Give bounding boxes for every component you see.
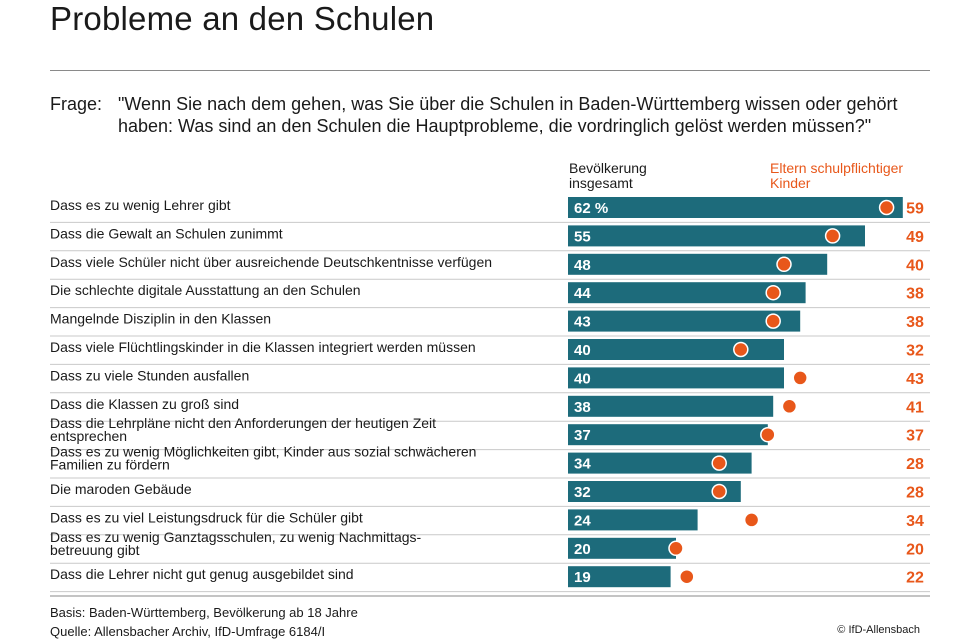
category-label-line: Dass die Lehrpläne nicht den Anforderung… bbox=[50, 415, 436, 431]
population-value-label: 37 bbox=[574, 427, 591, 444]
parents-dot bbox=[679, 568, 695, 585]
parents-value-label: 34 bbox=[906, 513, 924, 530]
population-value-label: 40 bbox=[574, 342, 591, 359]
legend-population: Bevölkerung insgesamt bbox=[569, 161, 679, 191]
parents-value-label: 43 bbox=[906, 371, 924, 388]
category-label: Dass viele Flüchtlingskinder in die Klas… bbox=[50, 339, 476, 355]
population-bar bbox=[568, 253, 828, 275]
category-label: Dass es zu wenig Möglichkeiten gibt, Kin… bbox=[50, 444, 476, 473]
question-text: "Wenn Sie nach dem gehen, was Sie über d… bbox=[118, 94, 898, 136]
parents-dot bbox=[743, 512, 760, 528]
category-label-line: Dass es zu wenig Ganztagsschulen, zu wen… bbox=[50, 529, 422, 545]
category-label-line: entsprechen bbox=[50, 428, 127, 444]
population-value-label: 32 bbox=[574, 484, 591, 501]
category-label: Dass es zu viel Leistungsdruck für die S… bbox=[50, 509, 363, 525]
category-label: Dass viele Schüler nicht über ausreichen… bbox=[50, 254, 492, 270]
population-value-label: 43 bbox=[574, 314, 591, 331]
population-value-label: 19 bbox=[574, 569, 591, 586]
population-bar bbox=[568, 310, 801, 332]
category-label: Dass zu viele Stunden ausfallen bbox=[50, 367, 249, 383]
category-label: Mangelnde Disziplin in den Klassen bbox=[50, 311, 271, 327]
category-label: Dass es zu wenig Lehrer gibt bbox=[50, 197, 231, 213]
population-value-label: 40 bbox=[574, 370, 591, 387]
parents-value-label: 40 bbox=[906, 257, 924, 274]
parents-value-label: 59 bbox=[906, 201, 924, 218]
parents-value-label: 38 bbox=[906, 286, 924, 303]
legend-parents: Eltern schulpflichtiger Kinder bbox=[770, 161, 940, 191]
question-prefix: Frage: bbox=[50, 94, 103, 114]
category-label: Dass die Gewalt an Schulen zunimmt bbox=[50, 225, 283, 241]
survey-question: Frage: "Wenn Sie nach dem gehen, was Sie… bbox=[50, 93, 910, 137]
population-value-label: 62 % bbox=[574, 200, 608, 217]
population-value-label: 34 bbox=[574, 456, 591, 473]
population-bar bbox=[568, 395, 774, 417]
parents-dot bbox=[733, 341, 749, 358]
population-bar bbox=[568, 367, 784, 389]
parents-value-label: 49 bbox=[906, 229, 924, 246]
parents-value-label: 38 bbox=[906, 314, 924, 331]
population-bar bbox=[568, 452, 752, 474]
category-label-line: Familien zu fördern bbox=[50, 457, 170, 473]
population-bar bbox=[568, 481, 741, 502]
population-bar bbox=[568, 509, 698, 531]
population-value-label: 55 bbox=[574, 228, 591, 245]
category-label: Dass die Lehrer nicht gut genug ausgebil… bbox=[50, 566, 354, 582]
category-label: Dass die Klassen zu groß sind bbox=[50, 396, 239, 412]
parents-dot bbox=[776, 256, 792, 273]
parents-dot bbox=[760, 426, 776, 443]
parents-dot bbox=[668, 540, 684, 557]
population-bar bbox=[568, 225, 865, 247]
title-divider bbox=[50, 70, 930, 71]
parents-dot bbox=[792, 370, 808, 386]
parents-dot bbox=[765, 284, 781, 301]
population-bar bbox=[568, 566, 671, 588]
parents-dot bbox=[878, 199, 895, 216]
population-bar bbox=[568, 424, 768, 446]
population-bar bbox=[568, 282, 806, 304]
footer-basis: Basis: Baden-Württemberg, Bevölkerung ab… bbox=[50, 605, 358, 620]
parents-dot bbox=[711, 483, 727, 500]
category-label-line: Dass es zu wenig Möglichkeiten gibt, Kin… bbox=[50, 444, 476, 460]
population-value-label: 44 bbox=[574, 285, 591, 302]
population-value-label: 48 bbox=[574, 257, 591, 274]
category-label: Die schlechte digitale Ausstattung an de… bbox=[50, 282, 361, 298]
population-value-label: 20 bbox=[574, 541, 591, 558]
category-label: Dass die Lehrpläne nicht den Anforderung… bbox=[50, 415, 436, 444]
chart-title: Probleme an den Schulen bbox=[50, 0, 435, 37]
parents-dot bbox=[711, 455, 727, 471]
parents-dot bbox=[781, 398, 798, 415]
footer-copyright: © IfD-Allensbach bbox=[837, 624, 920, 636]
population-bar bbox=[568, 537, 676, 559]
population-value-label: 24 bbox=[574, 512, 591, 529]
population-bar bbox=[568, 197, 903, 218]
category-label: Dass es zu wenig Ganztagsschulen, zu wen… bbox=[50, 529, 422, 558]
parents-value-label: 37 bbox=[906, 428, 924, 445]
parents-dot bbox=[824, 228, 841, 244]
category-label: Die maroden Gebäude bbox=[50, 481, 192, 497]
parents-value-label: 22 bbox=[906, 570, 924, 587]
category-label-line: betreuung gibt bbox=[50, 542, 140, 558]
parents-dot bbox=[765, 313, 781, 329]
parents-value-label: 28 bbox=[906, 485, 924, 502]
population-value-label: 38 bbox=[574, 399, 591, 416]
legend-parents-label: Eltern schulpflichtiger Kinder bbox=[770, 160, 904, 191]
parents-value-label: 20 bbox=[906, 541, 924, 558]
parents-value-label: 41 bbox=[906, 399, 924, 416]
population-bar bbox=[568, 339, 784, 360]
parents-value-label: 28 bbox=[906, 456, 924, 473]
legend-population-label: Bevölkerung insgesamt bbox=[569, 160, 647, 191]
parents-value-label: 32 bbox=[906, 343, 924, 360]
footer-source: Quelle: Allensbacher Archiv, IfD-Umfrage… bbox=[50, 624, 326, 639]
